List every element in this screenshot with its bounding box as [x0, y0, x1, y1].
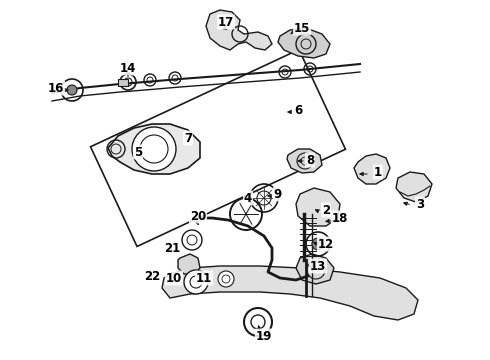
- Polygon shape: [108, 124, 200, 174]
- Polygon shape: [162, 266, 418, 320]
- Text: 12: 12: [318, 238, 334, 251]
- Polygon shape: [296, 188, 340, 226]
- Text: 19: 19: [256, 329, 272, 342]
- Text: 5: 5: [134, 145, 142, 158]
- Text: 14: 14: [120, 62, 136, 75]
- FancyBboxPatch shape: [118, 79, 128, 86]
- Text: 22: 22: [144, 270, 160, 283]
- Polygon shape: [396, 172, 432, 202]
- Circle shape: [184, 270, 208, 294]
- Text: 8: 8: [306, 153, 314, 166]
- Text: 4: 4: [244, 192, 252, 204]
- Polygon shape: [296, 254, 334, 284]
- Polygon shape: [206, 10, 272, 50]
- Text: 16: 16: [48, 81, 64, 95]
- Polygon shape: [178, 254, 200, 274]
- Text: 1: 1: [374, 166, 382, 179]
- Text: 3: 3: [416, 198, 424, 211]
- Polygon shape: [287, 149, 322, 173]
- Text: 21: 21: [164, 242, 180, 255]
- Text: 2: 2: [322, 203, 330, 216]
- Text: 9: 9: [274, 188, 282, 201]
- Polygon shape: [354, 154, 390, 184]
- Text: 7: 7: [184, 131, 192, 144]
- Text: 20: 20: [190, 210, 206, 222]
- Text: 10: 10: [166, 271, 182, 284]
- Text: 13: 13: [310, 260, 326, 273]
- Text: 17: 17: [218, 15, 234, 28]
- Text: 11: 11: [196, 271, 212, 284]
- Circle shape: [218, 271, 234, 287]
- Circle shape: [67, 85, 77, 95]
- Text: 6: 6: [294, 104, 302, 117]
- Text: 18: 18: [332, 212, 348, 225]
- Polygon shape: [278, 28, 330, 58]
- Text: 15: 15: [294, 22, 310, 35]
- Circle shape: [312, 238, 324, 250]
- Circle shape: [132, 127, 176, 171]
